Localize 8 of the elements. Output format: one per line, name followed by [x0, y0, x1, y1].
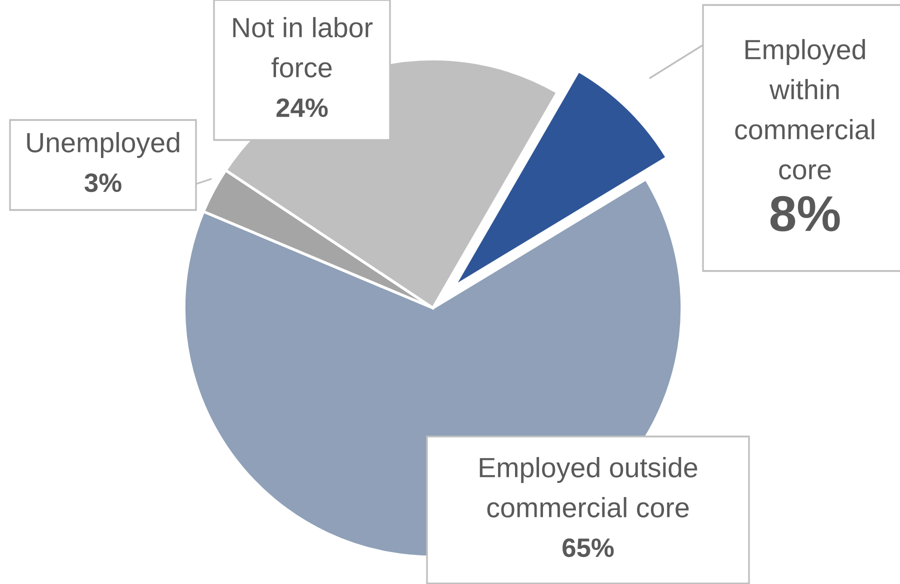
slice-label: Not in labor force	[233, 17, 373, 78]
slice-label: Employed outside commercial core	[480, 457, 698, 518]
data-label: 3%	[84, 173, 122, 192]
data-label: 24%	[276, 98, 328, 118]
slice-label: Employed within commercial core	[735, 39, 874, 180]
data-label: 8%	[770, 196, 840, 232]
data-label: 65%	[562, 538, 614, 558]
slice-label: Unemployed	[27, 132, 180, 158]
